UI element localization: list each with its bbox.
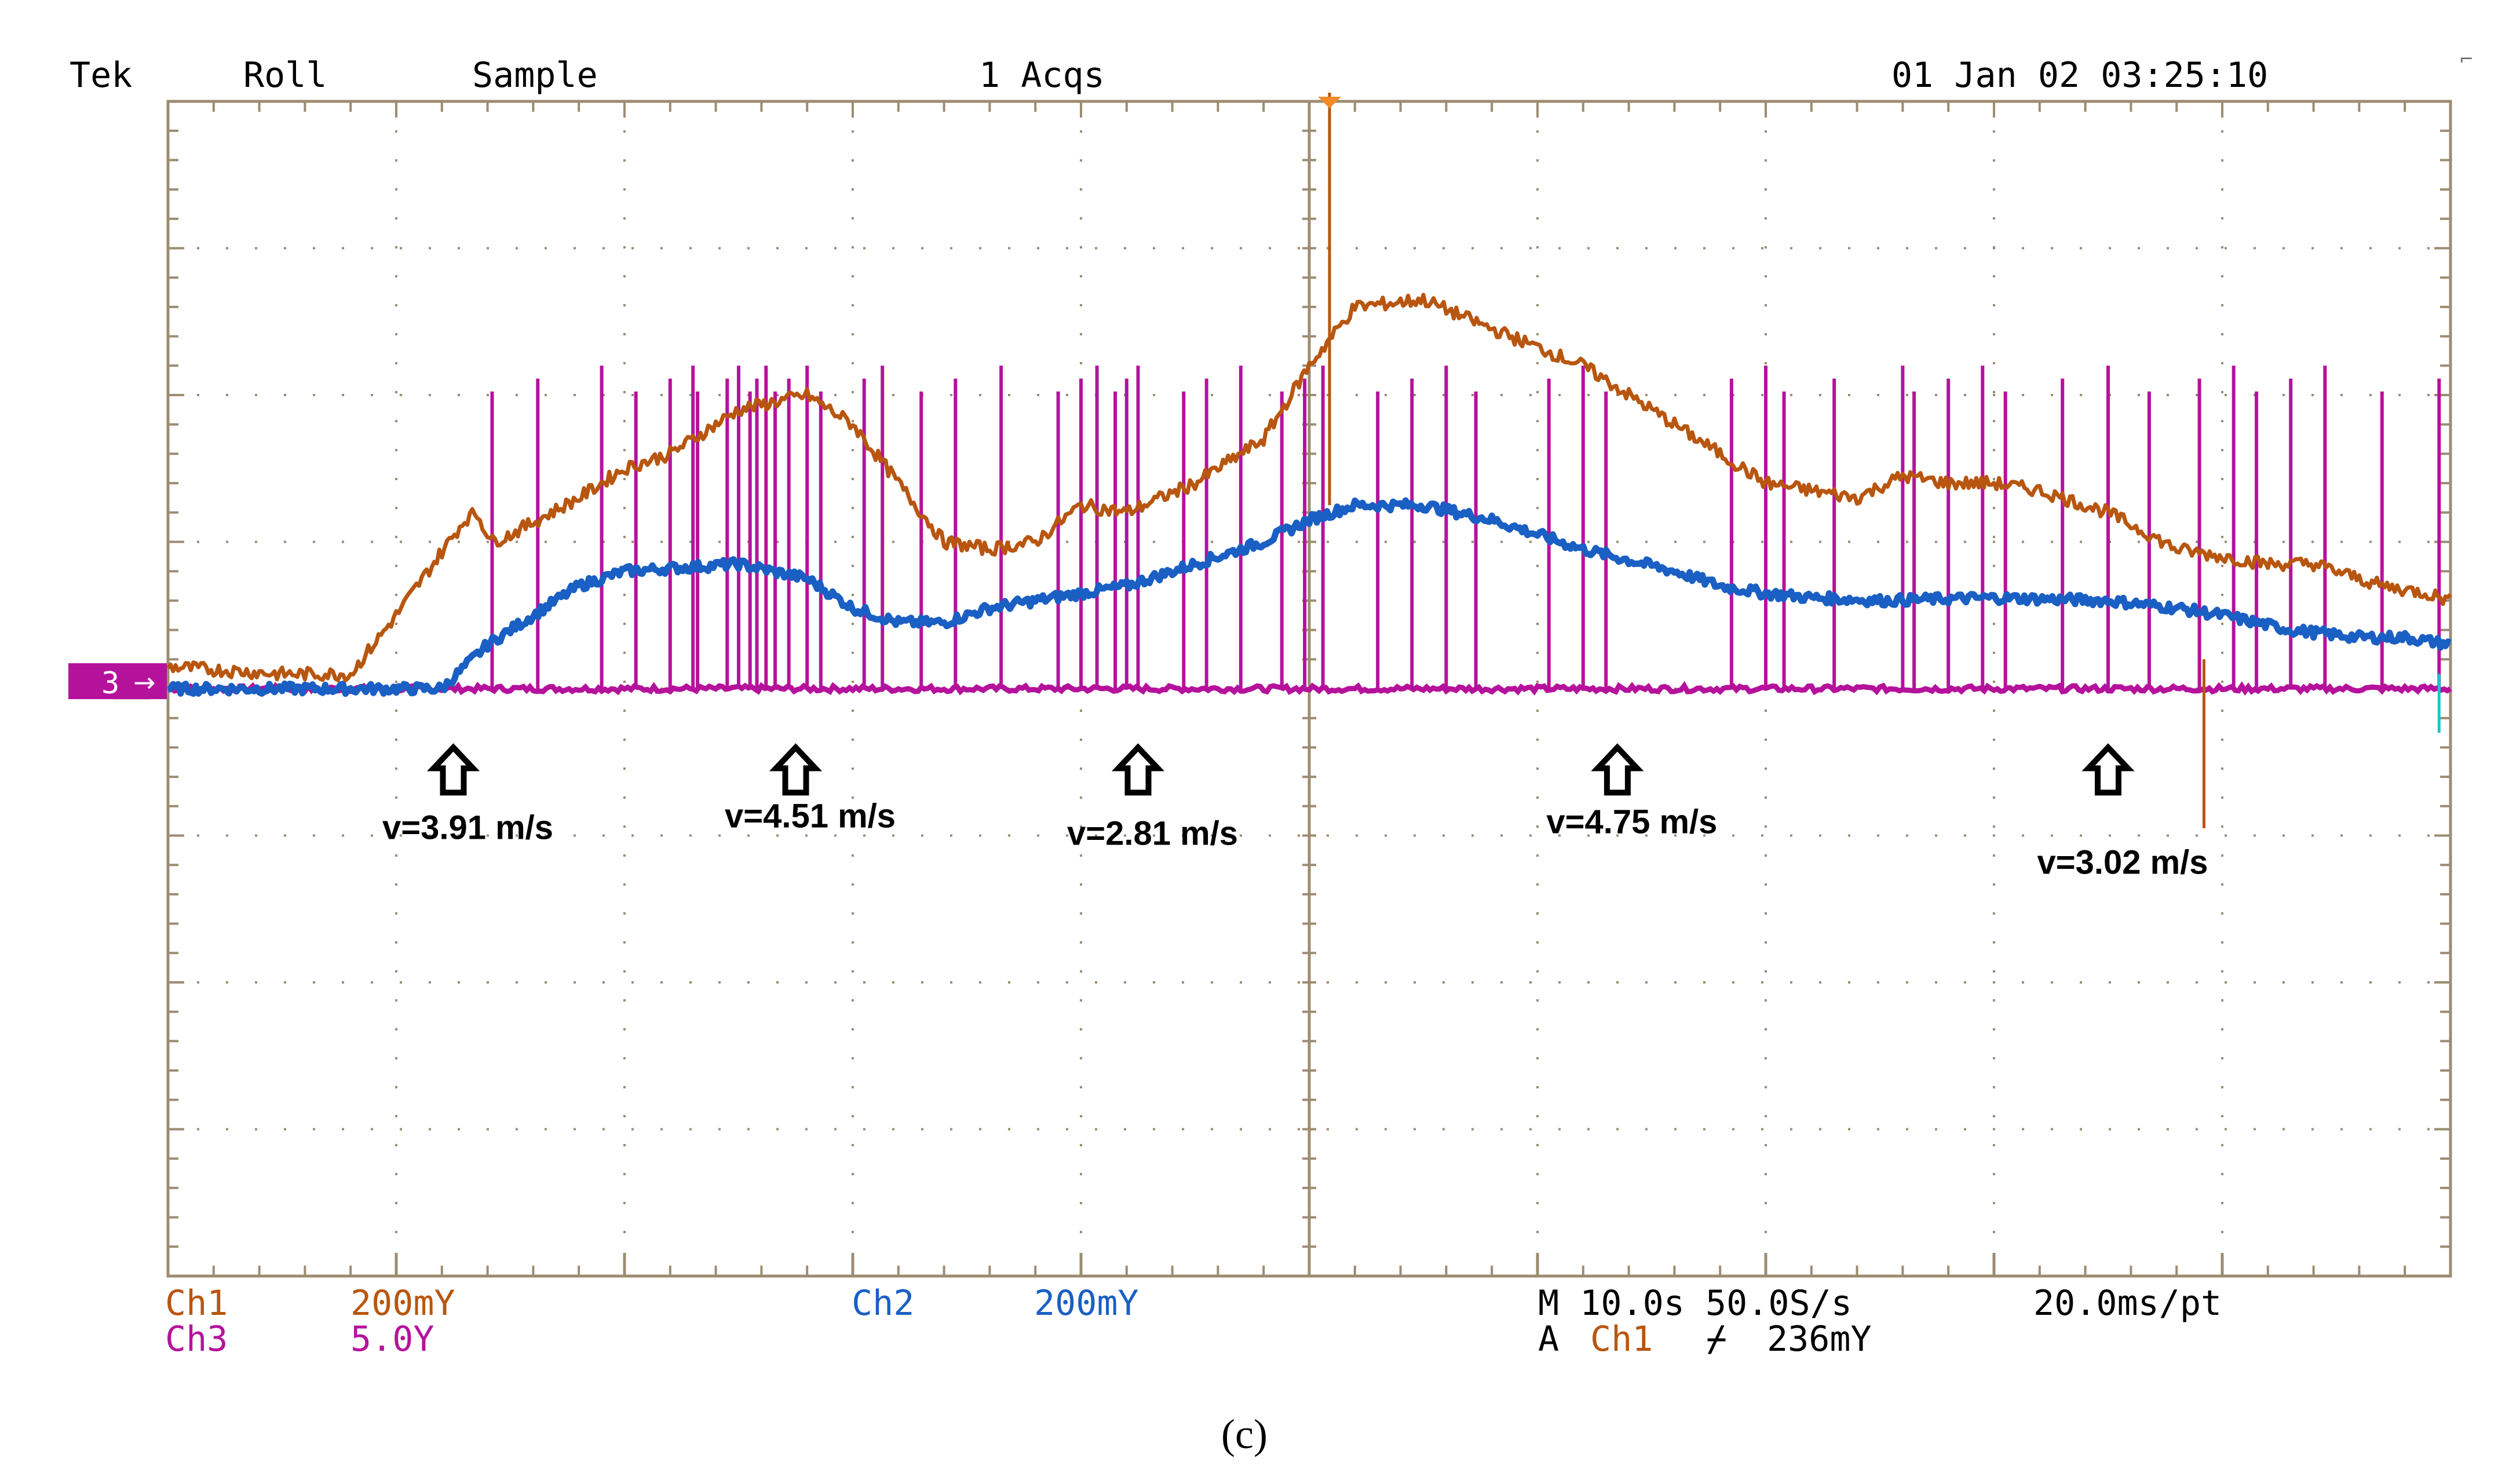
footer-ch1-scale: 200mY: [350, 1283, 455, 1324]
footer-ch2-scale: 200mY: [1034, 1283, 1139, 1324]
footer-ch1-label: Ch1: [165, 1283, 228, 1324]
header-datetime: 01 Jan 02 03:25:10: [1891, 55, 2268, 96]
up-arrow-icon: [1591, 743, 1644, 796]
ch1-trace: [166, 293, 2452, 683]
speed-marker: v=4.51 m/s: [725, 743, 896, 835]
up-arrow-icon: [2081, 743, 2135, 796]
header-acq-mode: Sample: [472, 55, 598, 96]
footer-ch2-label: Ch2: [852, 1283, 914, 1324]
up-arrow-icon: [426, 743, 480, 796]
header-mode: Roll: [243, 55, 327, 96]
footer-trigger-channel: Ch1: [1590, 1319, 1653, 1359]
top-right-tick: ⌐: [2459, 49, 2474, 70]
footer-trigger-level: 236mY: [1767, 1319, 1872, 1359]
footer-ch3-label: Ch3: [165, 1319, 228, 1359]
footer-ch3-scale: 5.0Y: [350, 1319, 434, 1359]
traces: [113, 93, 2452, 828]
footer-timebase: M 10.0s 50.0S/s: [1538, 1283, 1852, 1324]
up-arrow-icon: [769, 743, 823, 796]
speed-annotations: v=3.91 m/s v=4.51 m/s v=2.81 m/s v=4.75 m/s…: [382, 743, 2208, 881]
speed-label: v=4.51 m/s: [725, 797, 896, 835]
speed-label: v=3.02 m/s: [2037, 843, 2208, 881]
footer-record: 20.0ms/pt: [2033, 1283, 2222, 1324]
footer-trigger-slope: ⌿: [1706, 1319, 1727, 1359]
ch3-ground-marker: 3 →: [68, 663, 167, 701]
ch3-ground-marker-label: 3: [101, 666, 119, 701]
speed-label: v=4.75 m/s: [1546, 803, 1717, 840]
ch2-trace: [167, 497, 2452, 697]
speed-label: v=3.91 m/s: [382, 809, 553, 846]
speed-marker: v=3.02 m/s: [2037, 743, 2208, 881]
speed-marker: v=2.81 m/s: [1067, 743, 1238, 852]
speed-marker: v=3.91 m/s: [382, 743, 553, 846]
speed-marker: v=4.75 m/s: [1546, 743, 1717, 840]
footer-trigger-prefix: A: [1538, 1319, 1559, 1359]
header-brand: Tek: [70, 55, 132, 96]
header-acq-count: 1 Acqs: [979, 55, 1105, 96]
up-arrow-icon: [1111, 743, 1165, 796]
figure-caption: (c): [1221, 1411, 1268, 1457]
speed-label: v=2.81 m/s: [1067, 814, 1238, 852]
trigger-position-marker: [1318, 97, 1341, 108]
ch3-ground-arrow: →: [133, 667, 156, 698]
ch3-baseline: [167, 681, 2452, 696]
